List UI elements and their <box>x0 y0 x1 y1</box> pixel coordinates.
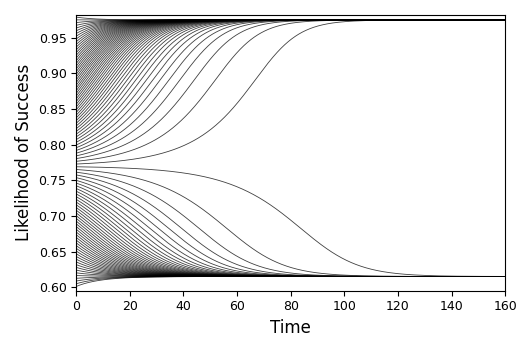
Y-axis label: Likelihood of Success: Likelihood of Success <box>15 64 33 241</box>
X-axis label: Time: Time <box>270 319 311 337</box>
